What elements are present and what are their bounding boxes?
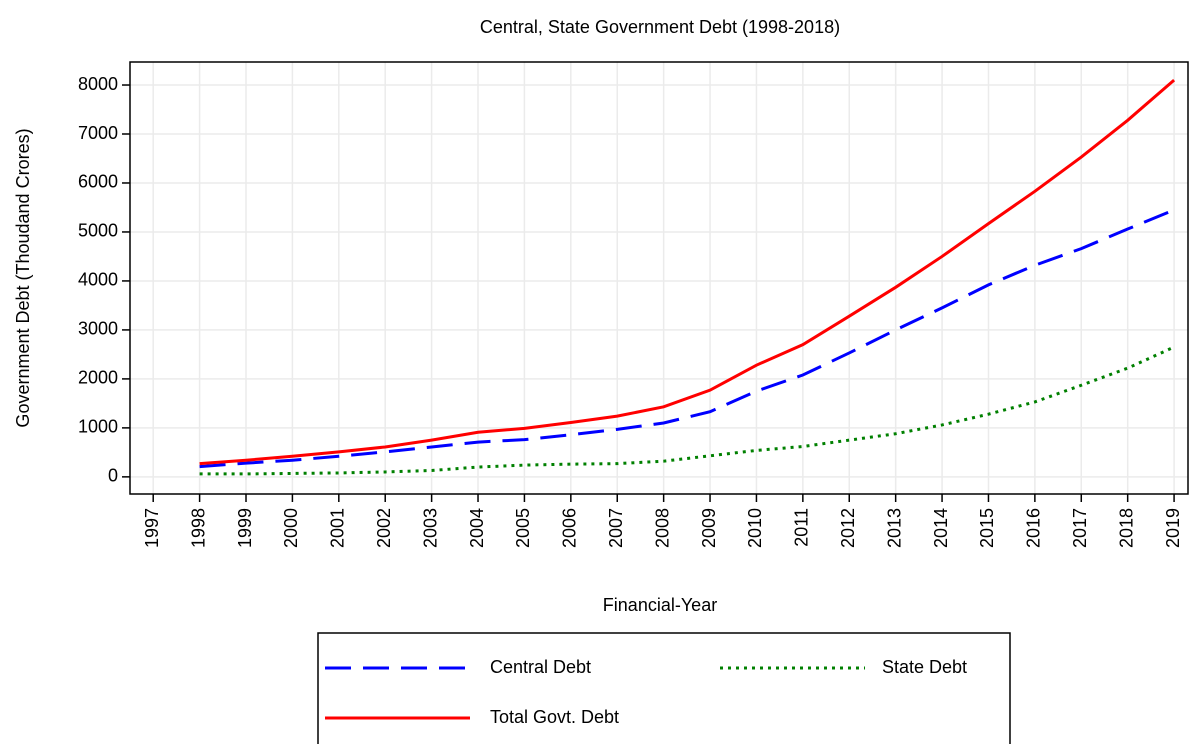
y-tick-label: 8000 xyxy=(78,74,118,94)
x-tick-label: 1997 xyxy=(142,508,162,548)
x-tick-label: 2004 xyxy=(467,508,487,548)
x-tick-label: 2019 xyxy=(1163,508,1183,548)
y-tick-label: 3000 xyxy=(78,319,118,339)
x-tick-label: 2001 xyxy=(328,508,348,548)
y-tick-label: 5000 xyxy=(78,221,118,241)
x-tick-label: 2006 xyxy=(560,508,580,548)
x-tick-label: 2011 xyxy=(792,508,812,547)
y-tick-label: 0 xyxy=(108,466,118,486)
x-tick-label: 2009 xyxy=(699,508,719,548)
y-tick-label: 6000 xyxy=(78,172,118,192)
x-tick-label: 2016 xyxy=(1024,508,1044,548)
x-tick-label: 2008 xyxy=(652,508,672,548)
x-tick-label: 2012 xyxy=(838,508,858,548)
y-tick-label: 1000 xyxy=(78,417,118,437)
x-tick-label: 2017 xyxy=(1070,508,1090,548)
legend-label: Central Debt xyxy=(490,657,591,677)
x-tick-label: 2005 xyxy=(513,508,533,548)
plot-frame xyxy=(129,61,1189,495)
series-line xyxy=(199,208,1175,469)
x-tick-label: 2010 xyxy=(745,508,765,548)
x-tick-label: 2000 xyxy=(281,508,301,548)
y-tick-label: 2000 xyxy=(78,368,118,388)
x-tick-label: 2015 xyxy=(977,508,997,548)
legend-box xyxy=(317,632,1011,744)
legend-label: Total Govt. Debt xyxy=(490,707,619,727)
x-tick-label: 2018 xyxy=(1116,508,1136,548)
y-axis-label: Government Debt (Thoudand Crores) xyxy=(13,128,33,427)
chart-title: Central, State Government Debt (1998-201… xyxy=(480,17,840,37)
y-tick-label: 4000 xyxy=(78,270,118,290)
x-axis-label: Financial-Year xyxy=(603,595,717,615)
x-tick-label: 2002 xyxy=(374,508,394,548)
x-tick-label: 2014 xyxy=(931,508,951,548)
y-tick-label: 7000 xyxy=(78,123,118,143)
x-tick-label: 2013 xyxy=(884,508,904,548)
x-tick-label: 1999 xyxy=(235,508,255,548)
x-tick-label: 2007 xyxy=(606,508,626,548)
x-tick-label: 1998 xyxy=(188,508,208,548)
legend-label: State Debt xyxy=(882,657,967,677)
series-line xyxy=(199,345,1175,476)
x-tick-label: 2003 xyxy=(420,508,440,548)
series-line xyxy=(199,78,1176,466)
